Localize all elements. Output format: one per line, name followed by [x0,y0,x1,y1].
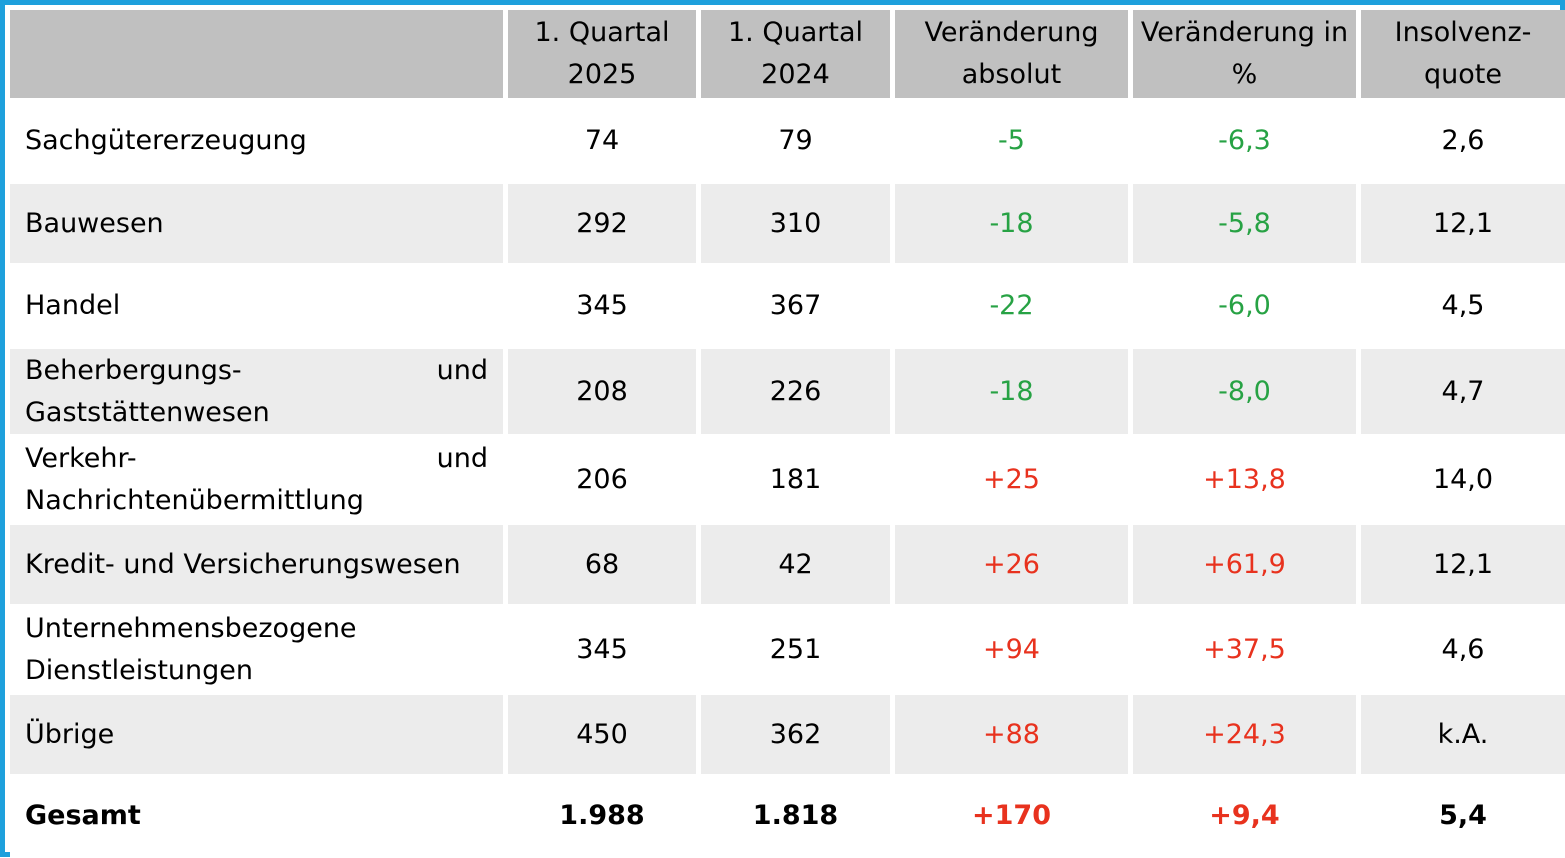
total-change-percent: +9,4 [1133,774,1361,858]
change-percent-cell: -6,0 [1133,263,1361,349]
q1-2024-cell: 310 [701,184,895,263]
q1-2024-cell: 79 [701,98,895,184]
sector-cell: Bauwesen [10,184,508,263]
total-q1-2024: 1.818 [701,774,895,858]
total-insolvency-rate: 5,4 [1361,774,1565,858]
header-sector [10,10,508,98]
table-row: Handel 345 367 -22 -6,0 4,5 [10,263,1565,349]
q1-2024-cell: 226 [701,349,895,434]
q1-2025-cell: 450 [508,695,701,774]
sector-cell: Beherbergungs- und Gaststättenwesen [10,349,508,434]
sector-cell: Kredit- und Versicherungswesen [10,525,508,604]
change-absolute-cell: -18 [895,349,1133,434]
change-absolute-cell: +88 [895,695,1133,774]
header-change-absolute: Veränderung absolut [895,10,1133,98]
q1-2024-cell: 367 [701,263,895,349]
sector-cell: Handel [10,263,508,349]
change-absolute-cell: -18 [895,184,1133,263]
table-row: Unternehmensbezogene Dienstleistungen 34… [10,604,1565,695]
table-row: Verkehr- und Nachrichtenübermittlung 206… [10,434,1565,525]
q1-2024-cell: 362 [701,695,895,774]
sector-cell: Verkehr- und Nachrichtenübermittlung [10,434,508,525]
total-label: Gesamt [10,774,508,858]
change-absolute-cell: -5 [895,98,1133,184]
insolvency-rate-cell: k.A. [1361,695,1565,774]
q1-2025-cell: 345 [508,263,701,349]
change-absolute-cell: -22 [895,263,1133,349]
total-row: Gesamt 1.988 1.818 +170 +9,4 5,4 [10,774,1565,858]
change-percent-cell: +24,3 [1133,695,1361,774]
total-change-absolute: +170 [895,774,1133,858]
header-q1-2024: 1. Quartal 2024 [701,10,895,98]
q1-2025-cell: 74 [508,98,701,184]
change-percent-cell: -5,8 [1133,184,1361,263]
sector-cell: Übrige [10,695,508,774]
change-percent-cell: -6,3 [1133,98,1361,184]
insolvency-rate-cell: 12,1 [1361,525,1565,604]
change-absolute-cell: +25 [895,434,1133,525]
header-change-percent: Veränderung in % [1133,10,1361,98]
total-q1-2025: 1.988 [508,774,701,858]
insolvency-rate-cell: 2,6 [1361,98,1565,184]
q1-2024-cell: 251 [701,604,895,695]
insolvency-rate-cell: 4,5 [1361,263,1565,349]
header-insolvency-rate: Insolvenz-quote [1361,10,1565,98]
q1-2025-cell: 68 [508,525,701,604]
table-row: Übrige 450 362 +88 +24,3 k.A. [10,695,1565,774]
insolvency-table: 1. Quartal 2025 1. Quartal 2024 Veränder… [10,10,1565,858]
q1-2025-cell: 208 [508,349,701,434]
header-q1-2025: 1. Quartal 2025 [508,10,701,98]
change-percent-cell: +37,5 [1133,604,1361,695]
sector-cell: Unternehmensbezogene Dienstleistungen [10,604,508,695]
insolvency-rate-cell: 12,1 [1361,184,1565,263]
table-row: Kredit- und Versicherungswesen 68 42 +26… [10,525,1565,604]
header-row: 1. Quartal 2025 1. Quartal 2024 Veränder… [10,10,1565,98]
q1-2025-cell: 206 [508,434,701,525]
change-absolute-cell: +26 [895,525,1133,604]
table-row: Bauwesen 292 310 -18 -5,8 12,1 [10,184,1565,263]
table-row: Sachgütererzeugung 74 79 -5 -6,3 2,6 [10,98,1565,184]
q1-2025-cell: 292 [508,184,701,263]
change-percent-cell: +61,9 [1133,525,1361,604]
insolvency-rate-cell: 14,0 [1361,434,1565,525]
q1-2024-cell: 42 [701,525,895,604]
insolvency-rate-cell: 4,7 [1361,349,1565,434]
change-percent-cell: -8,0 [1133,349,1361,434]
q1-2025-cell: 345 [508,604,701,695]
table-row: Beherbergungs- und Gaststättenwesen 208 … [10,349,1565,434]
change-absolute-cell: +94 [895,604,1133,695]
sector-cell: Sachgütererzeugung [10,98,508,184]
insolvency-rate-cell: 4,6 [1361,604,1565,695]
q1-2024-cell: 181 [701,434,895,525]
change-percent-cell: +13,8 [1133,434,1361,525]
